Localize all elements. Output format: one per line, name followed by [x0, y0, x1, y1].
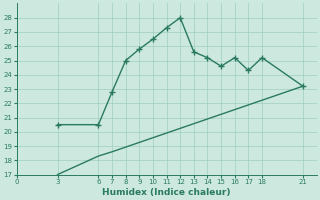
X-axis label: Humidex (Indice chaleur): Humidex (Indice chaleur) [102, 188, 231, 197]
